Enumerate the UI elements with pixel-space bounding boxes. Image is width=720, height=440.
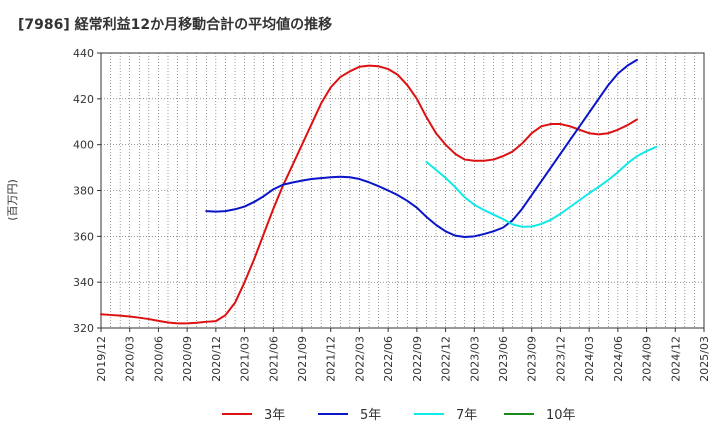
x-tick-label: 2025/03 — [698, 336, 711, 382]
x-tick-label: 2020/12 — [210, 336, 223, 382]
series-line-7年 — [425, 145, 658, 228]
y-tick-label: 380 — [73, 185, 94, 198]
legend: 3年 5年 7年 10年 — [222, 408, 576, 423]
y-tick-label: 420 — [73, 93, 94, 106]
x-tick-label: 2022/03 — [353, 336, 366, 382]
x-tick-label: 2024/09 — [641, 336, 654, 382]
chart-title: [7986] 経常利益12か月移動合計の平均値の推移 — [18, 17, 333, 33]
y-tick-label: 440 — [73, 47, 94, 60]
y-axis-label: (百万円) — [6, 179, 19, 221]
x-tick-label: 2019/12 — [95, 336, 108, 382]
series-line-3年 — [100, 64, 638, 325]
legend-label: 3年 — [264, 408, 285, 423]
x-tick-label: 2021/09 — [296, 336, 309, 382]
x-tick-label: 2022/06 — [382, 336, 395, 382]
x-tick-label: 2023/03 — [468, 336, 481, 382]
x-tick-label: 2021/06 — [267, 336, 280, 382]
x-axis: 2019/12 2020/03 2020/06 2020/09 2020/12 2021/… — [95, 328, 711, 382]
x-tick-label: 2020/06 — [152, 336, 165, 382]
y-tick-label: 340 — [73, 276, 94, 289]
x-tick-label: 2021/03 — [239, 336, 252, 382]
x-tick-label: 2021/12 — [325, 336, 338, 382]
x-tick-label: 2024/12 — [669, 336, 682, 382]
y-tick-label: 400 — [73, 139, 94, 152]
x-tick-label: 2020/03 — [124, 336, 137, 382]
x-tick-label: 2023/09 — [526, 336, 539, 382]
y-tick-label: 360 — [73, 230, 94, 243]
series-line-5年 — [205, 58, 638, 239]
legend-label: 5年 — [360, 408, 381, 423]
grid — [101, 53, 704, 328]
x-tick-label: 2023/12 — [554, 336, 567, 382]
legend-label: 10年 — [546, 408, 576, 423]
x-tick-label: 2023/06 — [497, 336, 510, 382]
x-tick-label: 2022/12 — [440, 336, 453, 382]
legend-label: 7年 — [456, 408, 477, 423]
x-tick-label: 2024/03 — [583, 336, 596, 382]
y-axis: 320 340 360 380 400 420 440 — [73, 47, 101, 335]
x-tick-label: 2022/09 — [411, 336, 424, 382]
x-tick-label: 2024/06 — [612, 336, 625, 382]
y-tick-label: 320 — [73, 322, 94, 335]
series-layer — [100, 58, 658, 325]
x-tick-label: 2020/09 — [181, 336, 194, 382]
